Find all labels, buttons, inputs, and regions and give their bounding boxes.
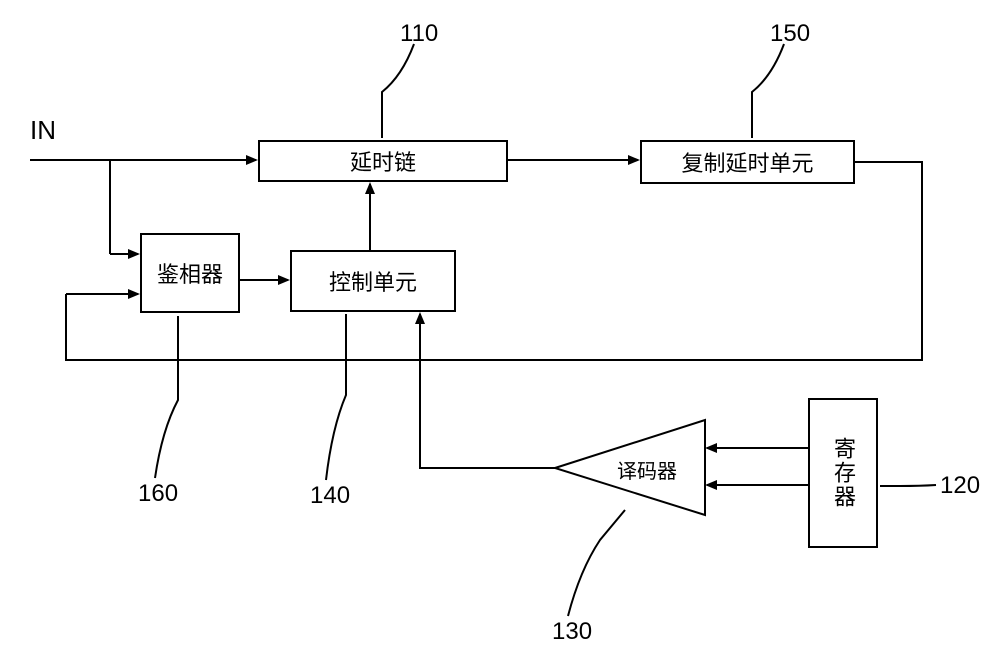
ref-120: 120 <box>940 472 980 500</box>
block-phase-detector: 鉴相器 <box>140 233 240 313</box>
ref-130: 130 <box>552 618 592 646</box>
block-copy-delay-unit-label: 复制延时单元 <box>681 146 813 178</box>
block-phase-detector-label: 鉴相器 <box>157 257 223 289</box>
block-register-label: 寄存器 <box>827 437 859 509</box>
block-copy-delay-unit: 复制延时单元 <box>640 140 855 184</box>
block-decoder: 译码器 <box>555 420 705 515</box>
block-register: 寄存器 <box>808 398 878 548</box>
ref-150: 150 <box>770 20 810 48</box>
ref-160: 160 <box>138 480 178 508</box>
block-delay-chain: 延时链 <box>258 140 508 182</box>
block-control-unit: 控制单元 <box>290 250 456 312</box>
input-label: IN <box>30 115 56 146</box>
block-control-unit-label: 控制单元 <box>329 265 417 297</box>
block-decoder-label: 译码器 <box>617 455 677 484</box>
wiring <box>0 0 1000 655</box>
ref-110: 110 <box>400 20 438 48</box>
ref-140: 140 <box>310 482 350 510</box>
block-delay-chain-label: 延时链 <box>350 145 416 177</box>
